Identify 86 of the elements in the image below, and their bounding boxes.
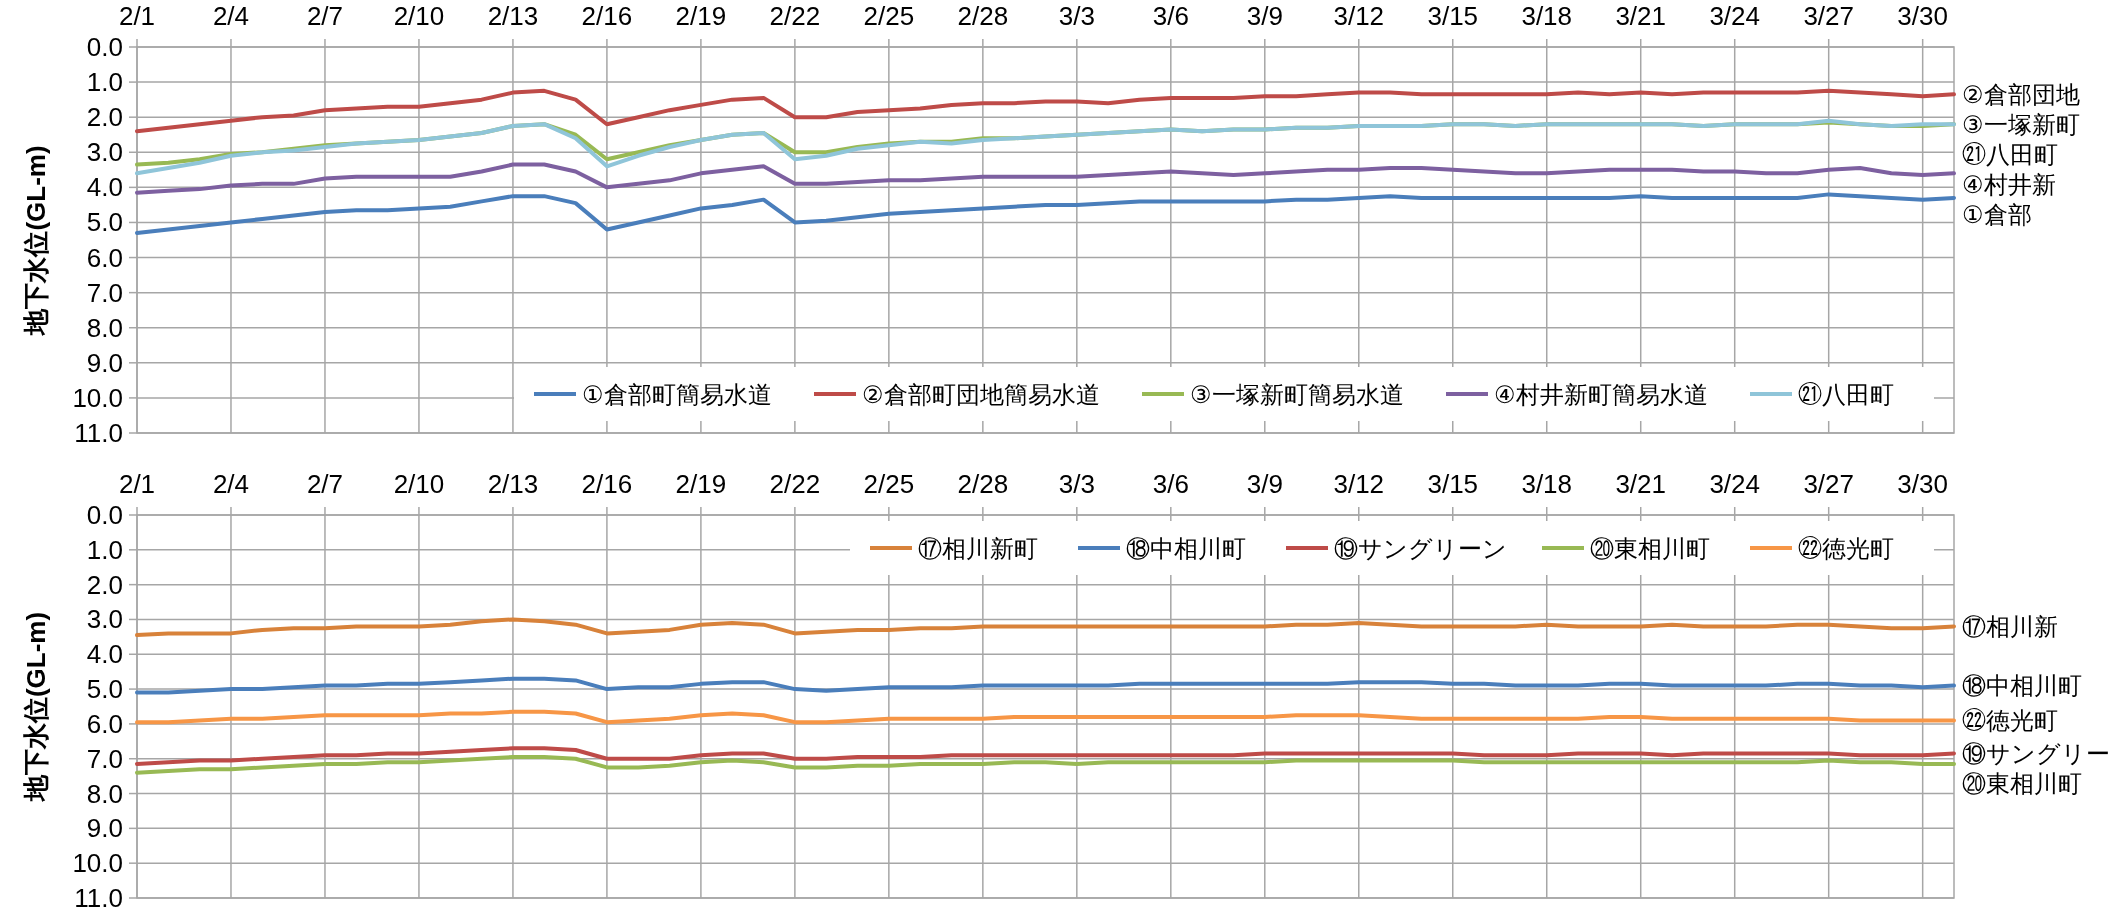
y-tick-label: 2.0	[86, 102, 123, 133]
x-tick-label: 3/24	[1709, 469, 1761, 499]
x-tick-label: 3/15	[1427, 469, 1479, 499]
x-tick-label: 3/24	[1709, 1, 1761, 31]
x-tick-label: 2/25	[863, 469, 915, 499]
y-axis-title: 地下水位(GL-m)	[21, 611, 51, 803]
y-tick-label: 7.0	[86, 277, 123, 308]
x-tick-label: 3/9	[1246, 1, 1283, 31]
x-tick-label: 2/19	[675, 469, 727, 499]
x-tick-label: 3/30	[1897, 469, 1948, 499]
annotation: ⑲サングリー	[1962, 740, 2110, 767]
x-tick-label: 2/25	[863, 1, 915, 31]
x-tick-label: 2/16	[581, 469, 633, 499]
legend-label: ㉑八田町	[1798, 380, 1894, 408]
x-tick-label: 3/6	[1152, 1, 1189, 31]
x-tick-label: 3/9	[1246, 469, 1283, 499]
x-tick-label: 3/3	[1058, 469, 1095, 499]
y-tick-label: 6.0	[86, 242, 123, 273]
x-tick-label: 3/18	[1521, 1, 1573, 31]
y-tick-label: 0.0	[86, 500, 123, 530]
annotation: ①倉部	[1962, 200, 2032, 228]
x-tick-label: 2/7	[306, 469, 344, 499]
annotation: ㉑八田町	[1962, 140, 2058, 168]
x-tick-label: 3/15	[1427, 1, 1479, 31]
x-tick-label: 2/4	[212, 469, 250, 499]
x-tick-label: 2/22	[769, 469, 821, 499]
x-tick-label: 2/28	[957, 469, 1009, 499]
legend-label: ③一塚新町簡易水道	[1190, 380, 1404, 408]
annotation: ④村井新	[1962, 170, 2056, 198]
x-tick-label: 2/1	[118, 1, 156, 31]
x-tick-label: 2/28	[957, 1, 1009, 31]
y-tick-label: 10.0	[72, 848, 123, 879]
y-tick-label: 3.0	[86, 604, 123, 635]
x-tick-label: 2/10	[393, 1, 445, 31]
annotation: ㉒徳光町	[1962, 706, 2058, 734]
x-tick-label: 3/12	[1333, 1, 1385, 31]
x-tick-label: 2/7	[306, 1, 344, 31]
legend-label: ④村井新町簡易水道	[1494, 380, 1708, 408]
y-tick-label: 4.0	[86, 172, 123, 203]
x-tick-label: 2/22	[769, 1, 821, 31]
y-tick-label: 5.0	[86, 207, 123, 238]
x-tick-label: 2/10	[393, 469, 445, 499]
x-tick-label: 2/4	[212, 1, 250, 31]
legend-label: ⑱中相川町	[1126, 534, 1246, 562]
legend-label: ②倉部町団地簡易水道	[862, 380, 1100, 408]
x-tick-label: 3/27	[1803, 469, 1854, 499]
x-tick-label: 2/16	[581, 1, 633, 31]
legend-label: ①倉部町簡易水道	[582, 380, 772, 408]
x-tick-label: 2/19	[675, 1, 727, 31]
x-tick-label: 3/21	[1615, 469, 1667, 499]
x-tick-label: 3/27	[1803, 1, 1854, 31]
annotation: ③一塚新町	[1962, 110, 2080, 138]
legend-label: ㉒徳光町	[1798, 534, 1894, 562]
y-tick-label: 10.0	[72, 382, 123, 413]
y-tick-label: 2.0	[86, 569, 123, 600]
x-tick-label: 2/13	[487, 1, 539, 31]
y-tick-label: 8.0	[86, 312, 123, 343]
annotation: ⑳東相川町	[1962, 770, 2082, 797]
annotation: ②倉部団地	[1962, 80, 2080, 108]
x-tick-label: 2/13	[487, 469, 539, 499]
legend-label: ⑰相川新町	[918, 534, 1038, 562]
y-tick-label: 11.0	[74, 883, 123, 913]
x-tick-label: 3/3	[1058, 1, 1095, 31]
legend-label: ⑲サングリーン	[1334, 534, 1507, 562]
x-tick-label: 2/1	[118, 469, 156, 499]
x-tick-label: 3/21	[1615, 1, 1667, 31]
y-tick-label: 7.0	[86, 743, 123, 774]
y-tick-label: 4.0	[86, 639, 123, 670]
legend-label: ⑳東相川町	[1590, 534, 1710, 562]
y-tick-label: 0.0	[86, 32, 123, 62]
x-tick-label: 3/30	[1897, 1, 1948, 31]
annotation: ⑰相川新	[1962, 612, 2058, 640]
y-tick-label: 1.0	[86, 67, 123, 98]
y-tick-label: 6.0	[86, 708, 123, 739]
annotation: ⑱中相川町	[1962, 672, 2082, 700]
y-tick-label: 3.0	[86, 137, 123, 168]
x-tick-label: 3/6	[1152, 469, 1189, 499]
y-axis-title: 地下水位(GL-m)	[21, 145, 51, 336]
y-tick-label: 9.0	[86, 813, 123, 844]
x-tick-label: 3/12	[1333, 469, 1385, 499]
x-tick-label: 3/18	[1521, 469, 1573, 499]
y-tick-label: 11.0	[74, 418, 123, 448]
y-tick-label: 1.0	[86, 534, 123, 565]
y-tick-label: 5.0	[86, 674, 123, 705]
y-tick-label: 9.0	[86, 347, 123, 378]
y-tick-label: 8.0	[86, 778, 123, 809]
